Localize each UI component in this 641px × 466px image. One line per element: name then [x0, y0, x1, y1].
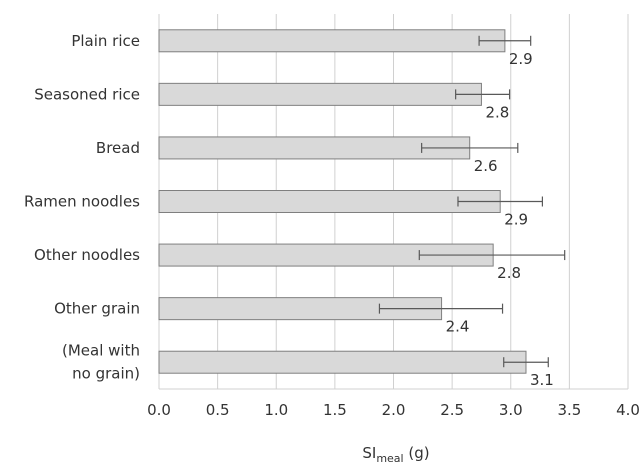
x-tick-label: 1.5 [323, 401, 347, 419]
data-label: 2.4 [446, 318, 470, 336]
bar [158, 190, 501, 213]
category-label: Seasoned rice [34, 85, 140, 103]
data-label: 2.6 [474, 157, 498, 175]
data-label: 2.9 [509, 50, 533, 68]
data-label: 2.8 [485, 103, 509, 121]
x-tick-labels: 0.0 0.5 1.0 1.5 2.0 2.5 3.0 3.5 4.0 [147, 401, 640, 419]
data-labels: 2.9 2.8 2.6 2.9 2.8 2.4 3.1 [446, 50, 554, 389]
x-tick-label: 0.0 [147, 401, 171, 419]
x-tick-label: 3.0 [499, 401, 523, 419]
error-bars [378, 35, 566, 368]
x-axis-title-base: SI [362, 444, 376, 462]
data-label: 2.9 [504, 211, 528, 229]
bars [158, 29, 527, 374]
x-tick-label: 1.0 [264, 401, 288, 419]
category-label: Plain rice [71, 32, 140, 50]
bar [158, 82, 482, 106]
bar [158, 29, 506, 53]
x-tick-label: 0.5 [206, 401, 230, 419]
category-label: Other noodles [34, 246, 140, 264]
x-axis-title-subscript: meal [376, 452, 403, 465]
category-label: no grain) [72, 365, 140, 383]
category-label: (Meal with [62, 342, 140, 360]
category-label: Ramen noodles [24, 193, 140, 211]
x-tick-label: 2.0 [382, 401, 406, 419]
x-tick-label: 4.0 [616, 401, 640, 419]
bar [158, 350, 527, 374]
category-labels: Plain rice Seasoned rice Bread Ramen noodle… [24, 32, 140, 383]
x-axis-title-unit: (g) [404, 444, 430, 462]
category-label: Other grain [54, 300, 140, 318]
x-tick-label: 2.5 [440, 401, 464, 419]
x-tick-label: 3.5 [557, 401, 581, 419]
data-label: 2.8 [497, 264, 521, 282]
x-axis-title: SImeal (g) [362, 444, 429, 465]
data-label: 3.1 [530, 371, 554, 389]
category-label: Bread [96, 139, 140, 157]
